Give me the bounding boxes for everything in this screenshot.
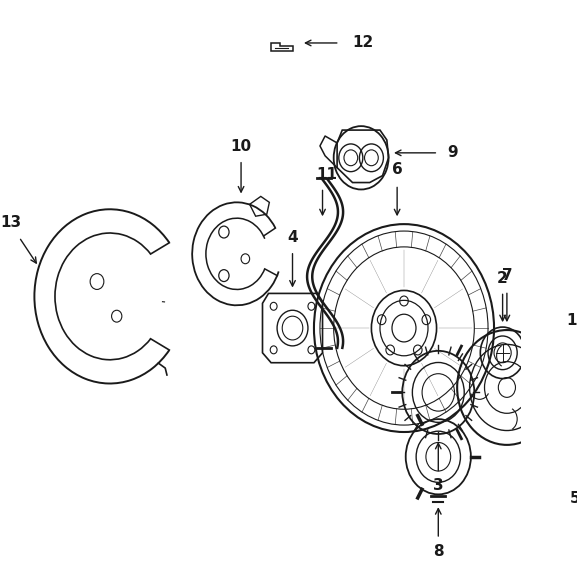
Text: 9: 9 (447, 146, 458, 160)
Text: 6: 6 (392, 162, 403, 177)
Text: 10: 10 (230, 139, 252, 155)
Text: 5: 5 (570, 491, 577, 506)
Text: 3: 3 (433, 478, 444, 493)
Text: 7: 7 (501, 268, 512, 283)
Text: 13: 13 (0, 215, 21, 230)
Text: 2: 2 (497, 271, 508, 286)
Text: 8: 8 (433, 544, 444, 559)
Text: 11: 11 (316, 167, 338, 182)
Text: 1: 1 (566, 312, 576, 328)
Text: 12: 12 (353, 35, 374, 51)
Text: 4: 4 (287, 230, 298, 246)
